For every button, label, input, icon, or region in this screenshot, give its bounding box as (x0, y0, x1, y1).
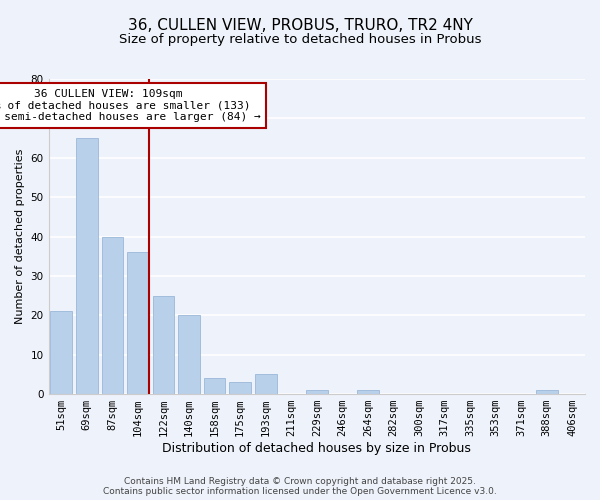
Text: 36, CULLEN VIEW, PROBUS, TRURO, TR2 4NY: 36, CULLEN VIEW, PROBUS, TRURO, TR2 4NY (128, 18, 472, 32)
Bar (306, 390, 328, 394)
Bar (204, 378, 226, 394)
Bar (536, 390, 557, 394)
Bar (178, 316, 200, 394)
Bar (152, 296, 175, 394)
Text: Size of property relative to detached houses in Probus: Size of property relative to detached ho… (119, 32, 481, 46)
Bar (127, 252, 149, 394)
Text: 36 CULLEN VIEW: 109sqm
← 60% of detached houses are smaller (133)
38% of semi-de: 36 CULLEN VIEW: 109sqm ← 60% of detached… (0, 89, 260, 122)
Text: Contains HM Land Registry data © Crown copyright and database right 2025.
Contai: Contains HM Land Registry data © Crown c… (103, 476, 497, 496)
Bar (101, 236, 123, 394)
Bar (50, 312, 72, 394)
Bar (76, 138, 98, 394)
Y-axis label: Number of detached properties: Number of detached properties (15, 149, 25, 324)
X-axis label: Distribution of detached houses by size in Probus: Distribution of detached houses by size … (163, 442, 471, 455)
Bar (229, 382, 251, 394)
Bar (357, 390, 379, 394)
Bar (255, 374, 277, 394)
